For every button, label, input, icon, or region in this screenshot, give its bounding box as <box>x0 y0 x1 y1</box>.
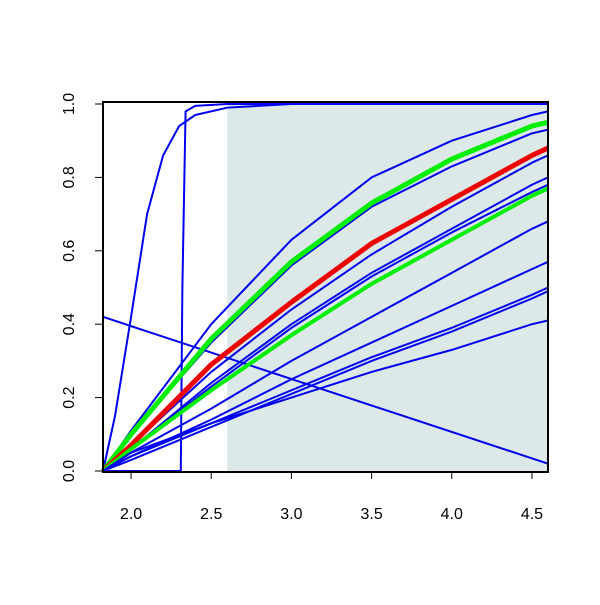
y-tick-label: 0.4 <box>61 313 78 335</box>
x-tick-label: 4.5 <box>521 506 543 523</box>
curve <box>102 110 549 472</box>
plot-box <box>102 101 549 473</box>
curve <box>101 145 550 473</box>
curve <box>102 290 549 472</box>
y-tick-label: 0.2 <box>61 386 78 408</box>
curve <box>101 119 549 473</box>
curve <box>102 103 548 472</box>
curve <box>101 186 549 473</box>
y-tick-label: 0.0 <box>61 460 78 482</box>
y-tick-label: 0.8 <box>61 166 78 188</box>
y-tick-label: 1.0 <box>61 93 78 115</box>
curve <box>102 286 549 472</box>
x-tick-label: 3.0 <box>280 506 302 523</box>
shaded-region <box>227 104 548 471</box>
y-tick-label: 0.6 <box>61 240 78 262</box>
x-tick-label: 2.0 <box>120 506 142 523</box>
x-tick-label: 2.5 <box>200 506 222 523</box>
curve <box>102 220 549 472</box>
curve <box>102 315 549 465</box>
x-tick-label: 4.0 <box>441 506 463 523</box>
curve <box>102 319 549 472</box>
x-tick-label: 3.5 <box>360 506 382 523</box>
